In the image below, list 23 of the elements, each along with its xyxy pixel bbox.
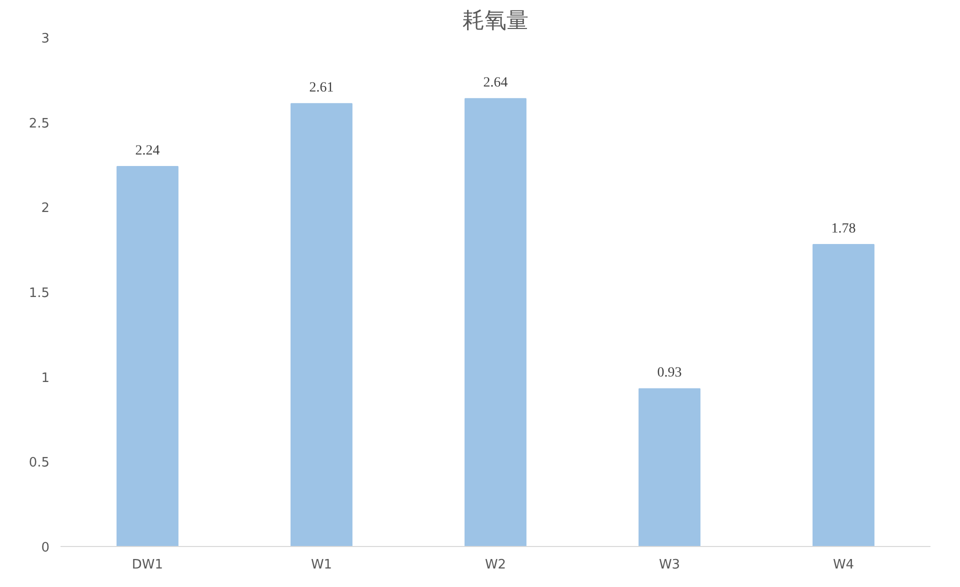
- y-tick-label: 2: [41, 201, 50, 216]
- bar: [290, 103, 352, 546]
- bar: [116, 166, 178, 546]
- y-tick-label: 0.5: [28, 456, 50, 471]
- x-tick-label: DW1: [132, 558, 164, 572]
- y-tick-label: 2.5: [28, 116, 50, 132]
- x-tick-label: W1: [310, 558, 332, 572]
- bar: [812, 244, 874, 546]
- data-label: 1.78: [831, 221, 856, 236]
- bar: [638, 388, 700, 546]
- y-tick-label: 1: [41, 370, 50, 386]
- x-tick-label: W2: [484, 558, 506, 572]
- x-tick-label: W3: [658, 558, 680, 572]
- x-tick-label: W4: [832, 558, 854, 572]
- bar: [464, 98, 526, 546]
- data-label: 0.93: [657, 366, 682, 381]
- y-tick-label: 1.5: [28, 286, 50, 301]
- data-label: 2.64: [483, 76, 508, 91]
- data-label: 2.24: [135, 143, 160, 158]
- chart-title: 耗氧量: [462, 8, 528, 32]
- data-label: 2.61: [309, 80, 334, 96]
- y-tick-label: 0: [41, 540, 50, 556]
- y-tick-label: 3: [41, 32, 50, 46]
